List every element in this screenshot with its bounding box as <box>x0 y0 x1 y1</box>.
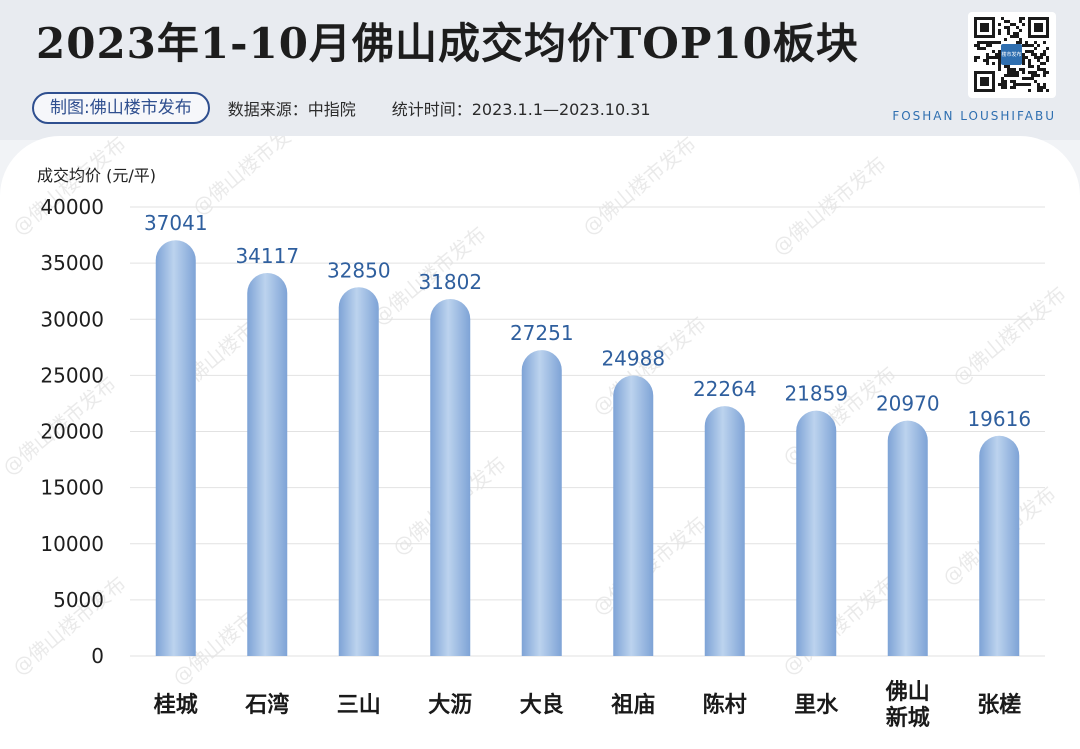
stat-period: 统计时间：2023.1.1—2023.10.31 <box>391 100 651 119</box>
watermark-text: @佛山楼市发布 <box>778 361 901 469</box>
bar-value-label: 37041 <box>144 211 208 235</box>
x-category-label: 三山 <box>337 693 381 718</box>
watermark-text: @佛山楼市发布 <box>948 281 1071 389</box>
watermark-text: @佛山楼市发布 <box>768 151 891 259</box>
bar-value-label: 21859 <box>784 382 848 406</box>
y-tick-label: 30000 <box>40 307 104 331</box>
brand-english: FOSHAN LOUSHIFABU <box>892 109 1056 123</box>
bar-9 <box>979 435 1020 656</box>
maker-badge: 制图:佛山楼市发布 <box>32 92 210 124</box>
bar-value-label: 32850 <box>327 258 391 282</box>
x-category-label: 张槎 <box>977 692 1021 718</box>
bar-value-label: 31802 <box>418 270 482 294</box>
bar-0 <box>155 240 196 656</box>
watermark-text: @佛山楼市发布 <box>578 136 701 240</box>
x-category-label: 陈村 <box>703 692 747 718</box>
chart-card: @佛山楼市发布 @佛山楼市发布 @佛山楼市发布 @佛山楼市发布 @佛山楼市发布 @佛山楼市… <box>0 136 1080 749</box>
bar-value-label: 34117 <box>235 244 299 268</box>
bar-2 <box>338 287 379 656</box>
y-tick-label: 10000 <box>40 532 104 556</box>
x-category-label: 佛山 <box>885 680 930 705</box>
watermark-text: @佛山楼市发布 <box>778 571 901 679</box>
bar-3 <box>430 299 471 656</box>
x-category-label: 桂城 <box>154 692 198 718</box>
x-category-label: 大沥 <box>428 693 472 718</box>
bar-8 <box>887 420 928 656</box>
bar-value-label: 27251 <box>510 321 574 345</box>
y-tick-label: 5000 <box>53 588 104 612</box>
x-category-label: 大良 <box>520 692 564 718</box>
bar-value-label: 20970 <box>876 392 940 416</box>
bar-value-label: 24988 <box>601 347 665 371</box>
x-category-label: 新城 <box>886 705 930 731</box>
qr-modules <box>974 17 1049 92</box>
y-tick-label: 40000 <box>40 195 104 219</box>
x-category-label: 祖庙 <box>611 692 655 718</box>
watermark-text: @佛山楼市发布 <box>8 136 131 240</box>
meta-row: 制图:佛山楼市发布 数据来源：中指院 统计时间：2023.1.1—2023.10… <box>32 92 651 124</box>
y-tick-label: 25000 <box>40 363 104 387</box>
y-tick-label: 20000 <box>40 420 104 444</box>
bar-5 <box>613 375 654 656</box>
bar-4 <box>521 350 562 656</box>
x-category-label: 里水 <box>794 693 839 718</box>
y-tick-label: 35000 <box>40 251 104 275</box>
qr-center-label: 楼市发布 <box>1001 51 1021 58</box>
bar-1 <box>247 273 288 656</box>
bar-6 <box>704 406 745 656</box>
data-source: 数据来源：中指院 <box>227 100 356 119</box>
y-tick-label: 0 <box>91 644 104 668</box>
bar-value-label: 22264 <box>693 377 757 401</box>
qr-code-icon: 楼市发布 <box>974 17 1049 92</box>
bar-value-label: 19616 <box>967 407 1031 431</box>
bar-chart: @佛山楼市发布 @佛山楼市发布 @佛山楼市发布 @佛山楼市发布 @佛山楼市发布 @佛山楼市… <box>0 136 1071 731</box>
x-category-label: 石湾 <box>244 692 289 718</box>
qr-code: 楼市发布 <box>968 12 1056 98</box>
y-tick-label: 15000 <box>40 476 104 500</box>
y-axis-label: 成交均价 (元/平) <box>37 166 156 185</box>
page-title: 2023年1-10月佛山成交均价TOP10板块 <box>36 19 859 68</box>
header: 2023年1-10月佛山成交均价TOP10板块 楼市发布 制图:佛山楼市发布 数… <box>0 0 1080 140</box>
bar-7 <box>796 410 837 656</box>
